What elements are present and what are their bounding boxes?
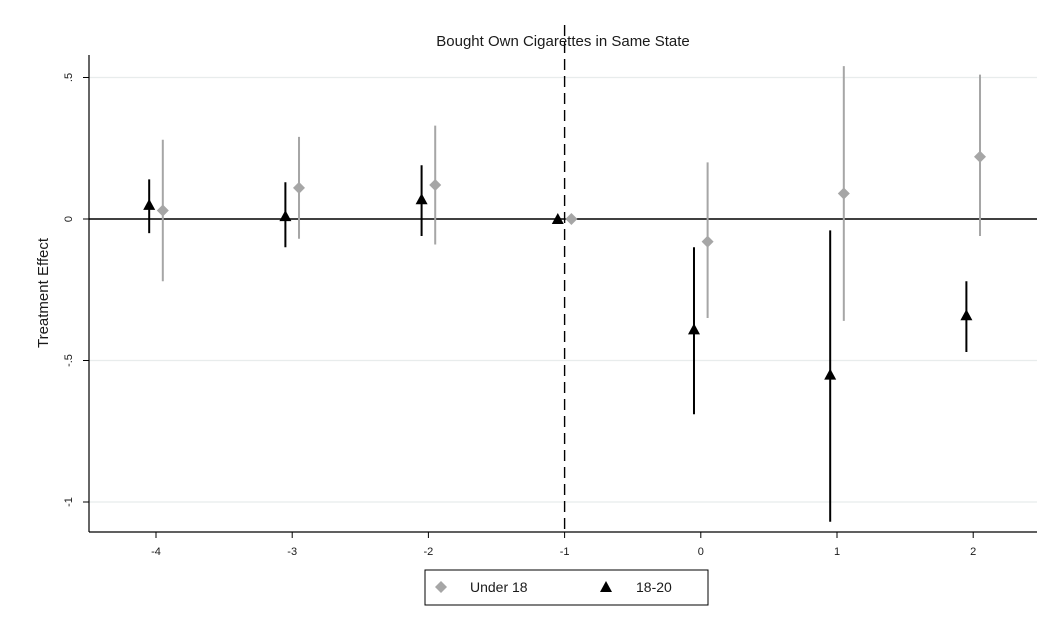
legend-box — [424, 569, 709, 606]
ticks: .5 0 -.5 -1 -4 -3 -2 -1 0 1 2 — [63, 73, 976, 558]
y-tick-label-2: -.5 — [63, 354, 75, 367]
axes — [88, 55, 1037, 533]
legend-label-18-20: 18-20 — [636, 579, 672, 595]
point-18-20-5 — [824, 368, 837, 380]
point-18-20-4 — [687, 323, 700, 335]
point-under-18-5 — [837, 187, 850, 200]
x-tick-label-3: -1 — [560, 546, 570, 558]
x-tick-label-5: 1 — [834, 546, 840, 558]
legend-label-under-18: Under 18 — [470, 579, 528, 595]
x-tick-label-0: -4 — [151, 546, 161, 558]
x-tick-label-1: -3 — [287, 546, 297, 558]
x-tick-label-2: -2 — [424, 546, 434, 558]
y-tick-label-1: 0 — [63, 216, 75, 222]
point-under-18-3 — [565, 213, 578, 225]
legend-marker-18-20 — [600, 581, 612, 592]
point-under-18-2 — [429, 179, 442, 192]
reference-lines — [89, 25, 1037, 532]
point-18-20-3 — [551, 213, 564, 224]
point-18-20-0 — [143, 198, 156, 210]
point-under-18-6 — [974, 150, 987, 163]
y-tick-label-3: -1 — [63, 497, 75, 507]
point-under-18-0 — [156, 204, 169, 217]
legend: Under 18 18-20 — [424, 569, 709, 606]
chart-title: Bought Own Cigarettes in Same State — [436, 33, 689, 50]
point-18-20-1 — [279, 210, 292, 222]
gridlines — [89, 76, 1037, 503]
x-tick-label-6: 2 — [970, 546, 976, 558]
point-18-20-2 — [415, 193, 428, 205]
legend-marker-under-18 — [435, 581, 447, 593]
point-under-18-1 — [293, 181, 306, 194]
x-tick-label-4: 0 — [698, 546, 704, 558]
point-18-20-6 — [960, 309, 973, 321]
series — [143, 66, 987, 522]
y-tick-label-0: .5 — [63, 73, 75, 82]
point-under-18-4 — [701, 235, 714, 248]
y-axis-label: Treatment Effect — [35, 237, 52, 348]
